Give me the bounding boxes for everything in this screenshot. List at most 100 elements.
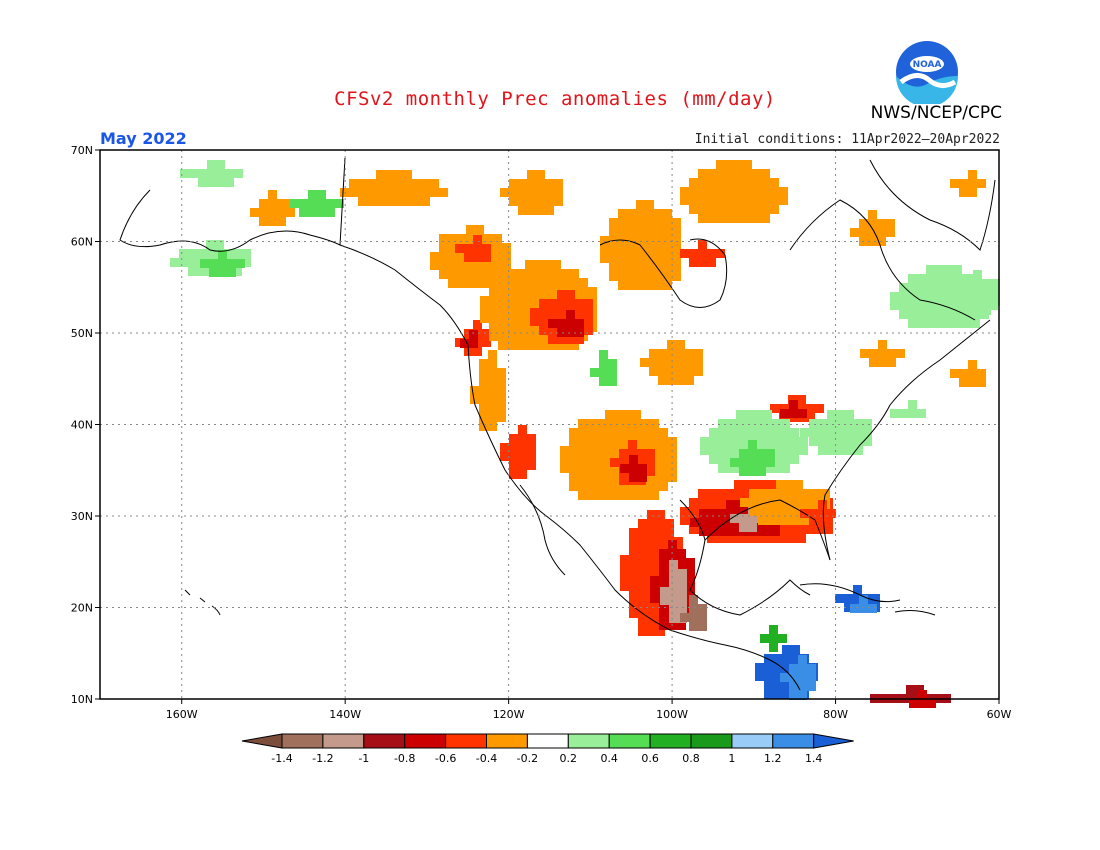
anomaly-cell — [475, 261, 484, 270]
anomaly-cell — [659, 558, 668, 567]
anomaly-cell — [543, 260, 552, 269]
anomaly-cell — [781, 419, 790, 428]
anomaly-cell — [734, 178, 743, 187]
anomaly-cell — [968, 369, 977, 378]
anomaly-cell — [516, 332, 525, 341]
anomaly-cell — [726, 509, 735, 518]
anomaly-cell — [654, 281, 663, 290]
anomaly-cell — [680, 516, 689, 525]
anomaly-cell — [953, 283, 962, 292]
anomaly-cell — [743, 169, 752, 178]
anomaly-cell — [669, 569, 678, 578]
anomaly-cell — [678, 587, 687, 596]
anomaly-cell — [197, 267, 206, 276]
anomaly-cell — [654, 263, 663, 272]
anomaly-cell — [917, 274, 926, 283]
anomaly-cell — [926, 274, 935, 283]
anomaly-cell — [689, 196, 698, 205]
anomaly-cell — [636, 254, 645, 263]
anomaly-cell — [619, 476, 628, 485]
anomaly-cell — [761, 205, 770, 214]
anomaly-cell — [569, 455, 578, 464]
anomaly-cell — [959, 378, 968, 387]
anomaly-cell — [497, 404, 506, 413]
anomaly-cell — [868, 604, 877, 613]
anomaly-cell — [610, 458, 619, 467]
anomaly-cell — [225, 178, 234, 187]
anomaly-cell — [484, 270, 493, 279]
anomaly-cell — [636, 218, 645, 227]
anomaly-cell — [605, 482, 614, 491]
anomaly-cell — [785, 480, 794, 489]
anomaly-cell — [807, 673, 816, 682]
anomaly-cell — [614, 491, 623, 500]
anomaly-cell — [502, 243, 511, 252]
colorbar-box — [404, 733, 447, 749]
anomaly-cell — [968, 179, 977, 188]
anomaly-cell — [797, 404, 806, 413]
anomaly-cell — [781, 455, 790, 464]
anomaly-cell — [620, 555, 629, 564]
anomaly-cell — [479, 386, 488, 395]
colorbar-box — [281, 733, 324, 749]
anomaly-cell — [394, 188, 403, 197]
lat-label: 10N — [71, 693, 93, 706]
anomaly-cell — [233, 267, 242, 276]
anomaly-cell — [518, 461, 527, 470]
anomaly-cell — [899, 283, 908, 292]
anomaly-cell — [776, 516, 785, 525]
anomaly-cell — [457, 279, 466, 288]
anomaly-cell — [198, 169, 207, 178]
anomaly-cell — [596, 455, 605, 464]
anomaly-cell — [716, 187, 725, 196]
anomaly-cell — [457, 261, 466, 270]
anomaly-cell — [525, 260, 534, 269]
anomaly-cell — [430, 252, 439, 261]
anomaly-cell — [479, 359, 488, 368]
anomaly-cell — [629, 609, 638, 618]
anomaly-cell — [743, 480, 752, 489]
anomaly-cell — [794, 516, 803, 525]
anomaly-cell — [516, 341, 525, 350]
anomaly-cell — [950, 369, 959, 378]
anomaly-cell — [659, 549, 668, 558]
anomaly-cell — [659, 428, 668, 437]
lat-label: 20N — [71, 602, 93, 615]
anomaly-cell — [859, 604, 868, 613]
lon-label: 120W — [493, 708, 525, 721]
noaa-logo-text: NOAA — [913, 60, 942, 70]
anomaly-cell — [935, 292, 944, 301]
anomaly-cell — [518, 197, 527, 206]
anomaly-cell — [887, 358, 896, 367]
anomaly-cell — [636, 209, 645, 218]
anomaly-cell — [859, 228, 868, 237]
anomaly-cell — [797, 395, 806, 404]
anomaly-cell — [645, 254, 654, 263]
anomaly-cell — [890, 301, 899, 310]
anomaly-cell — [798, 655, 807, 664]
colorbar-low-arrow — [241, 733, 283, 749]
anomaly-cell — [578, 482, 587, 491]
anomaly-cell — [752, 205, 761, 214]
anomaly-cell — [656, 537, 665, 546]
anomaly-cell — [650, 419, 659, 428]
anomaly-cell — [566, 290, 575, 299]
anomaly-cell — [507, 296, 516, 305]
anomaly-cell — [566, 310, 575, 319]
anomaly-cell — [908, 301, 917, 310]
anomaly-cell — [509, 452, 518, 461]
anomaly-cell — [807, 682, 816, 691]
anomaly-cell — [448, 243, 457, 252]
lon-label: 100W — [656, 708, 688, 721]
anomaly-cell — [480, 296, 489, 305]
anomaly-cell — [886, 228, 895, 237]
anomaly-cell — [709, 446, 718, 455]
anomaly-cell — [628, 440, 637, 449]
anomaly-cell — [707, 205, 716, 214]
anomaly-cell — [926, 283, 935, 292]
anomaly-cell — [669, 587, 678, 596]
anomaly-cell — [498, 323, 507, 332]
anomaly-cell — [854, 419, 863, 428]
anomaly-cell — [385, 170, 394, 179]
anomaly-cell — [497, 368, 506, 377]
